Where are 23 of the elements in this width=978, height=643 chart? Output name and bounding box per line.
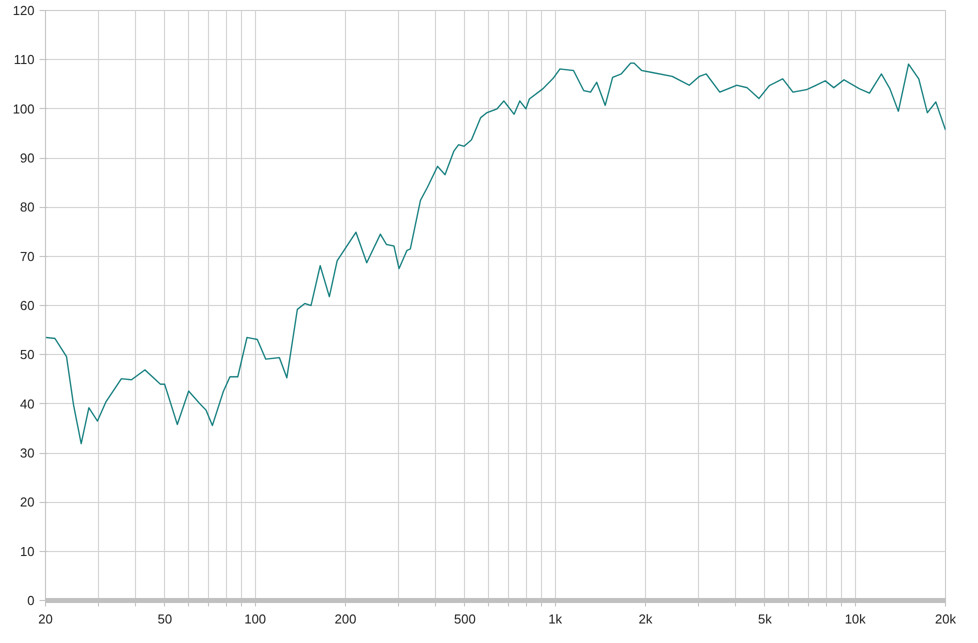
y-tick-label: 50	[20, 347, 35, 362]
y-tick-label: 100	[12, 101, 35, 116]
y-tick-label: 30	[20, 446, 35, 460]
y-tick-label: 90	[20, 150, 35, 166]
y-tick-label: 120	[12, 3, 35, 18]
x-tick-label: 20k	[935, 612, 956, 626]
y-tick-label: 80	[20, 200, 35, 215]
y-tick-label: 10	[20, 544, 35, 559]
x-tick-label: 100	[244, 612, 266, 626]
x-tick-label: 10k	[844, 612, 866, 626]
x-tick-label: 5k	[758, 612, 772, 626]
y-tick-label: 60	[20, 298, 35, 313]
y-tick-label: 110	[14, 52, 35, 68]
x-tick-label: 500	[454, 612, 476, 626]
x-tick-label: 200	[334, 612, 356, 626]
x-tick-label: 20	[38, 612, 53, 626]
x-tick-label: 50	[158, 612, 172, 626]
x-tick-label: 2k	[638, 612, 653, 626]
x-tick-label: 1k	[548, 612, 563, 626]
y-tick-label: 70	[20, 248, 35, 264]
y-tick-label: 20	[20, 494, 35, 510]
y-tick-label: 40	[20, 396, 35, 412]
y-tick-label: 0	[27, 593, 35, 608]
